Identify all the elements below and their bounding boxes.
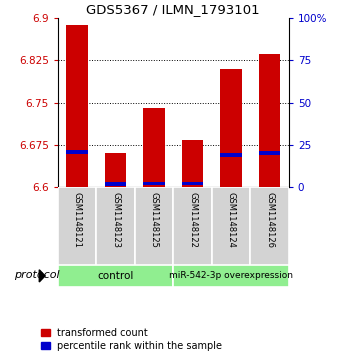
Bar — [143, 182, 165, 185]
Bar — [221, 69, 242, 187]
Bar — [66, 25, 88, 187]
Text: GSM1148123: GSM1148123 — [111, 192, 120, 248]
Bar — [105, 153, 126, 187]
Bar — [182, 140, 203, 187]
Text: GSM1148126: GSM1148126 — [265, 192, 274, 248]
Bar — [58, 265, 173, 287]
Bar — [173, 187, 212, 265]
Bar — [250, 187, 289, 265]
Bar — [96, 187, 135, 265]
Bar — [105, 183, 126, 186]
Bar — [66, 150, 88, 154]
Text: GSM1148125: GSM1148125 — [149, 192, 158, 248]
Bar — [135, 187, 173, 265]
Text: GSM1148121: GSM1148121 — [73, 192, 82, 248]
Bar — [173, 265, 289, 287]
Text: GSM1148124: GSM1148124 — [227, 192, 235, 248]
Bar — [182, 182, 203, 185]
Text: control: control — [97, 271, 134, 281]
Text: miR-542-3p overexpression: miR-542-3p overexpression — [169, 272, 293, 280]
Text: protocol: protocol — [14, 270, 60, 280]
Polygon shape — [39, 270, 45, 282]
Text: GSM1148122: GSM1148122 — [188, 192, 197, 248]
Legend: transformed count, percentile rank within the sample: transformed count, percentile rank withi… — [41, 328, 222, 351]
Bar — [221, 153, 242, 156]
Bar — [143, 108, 165, 187]
Bar — [212, 187, 250, 265]
Bar — [58, 187, 96, 265]
Bar — [259, 151, 280, 155]
Title: GDS5367 / ILMN_1793101: GDS5367 / ILMN_1793101 — [87, 3, 260, 16]
Bar — [259, 54, 280, 187]
